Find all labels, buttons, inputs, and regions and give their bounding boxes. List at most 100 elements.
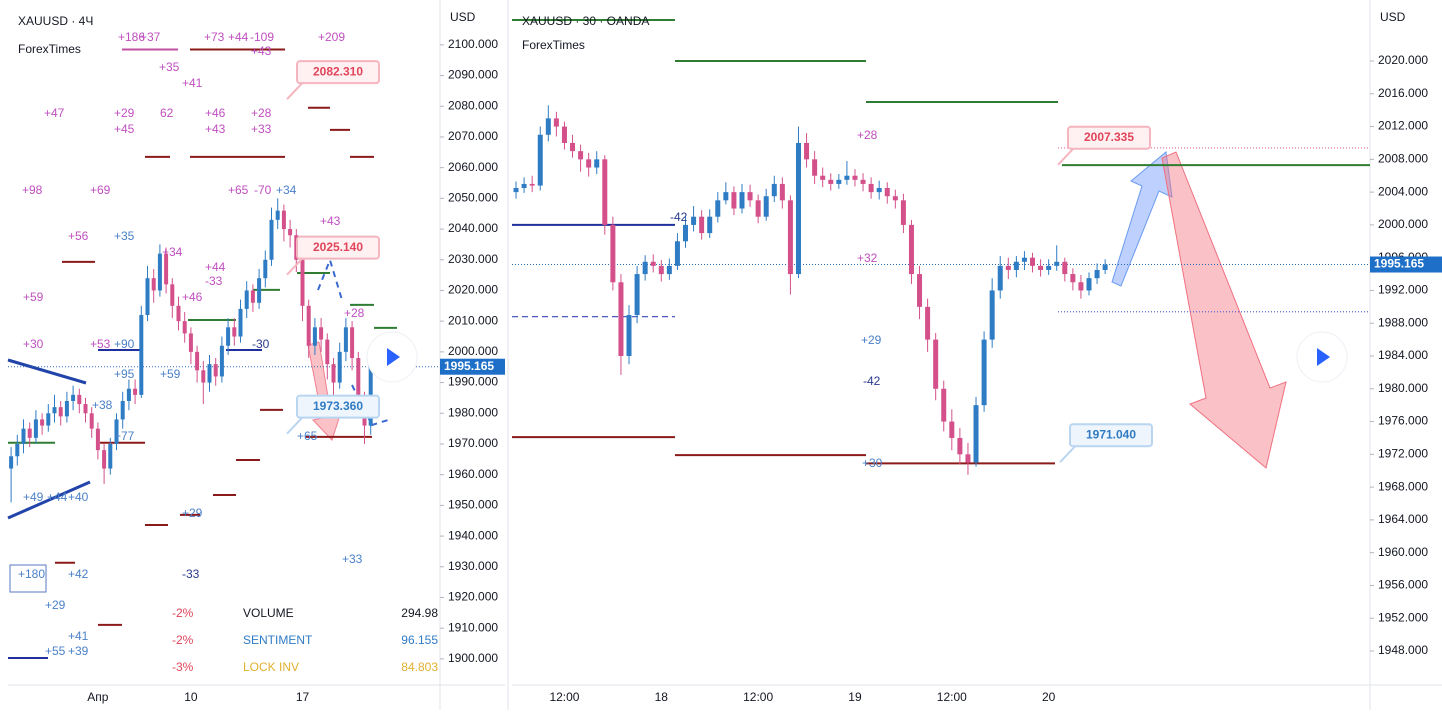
annotation-box [296, 235, 380, 260]
y-tick-label: 1984.000 [1378, 348, 1428, 362]
candle-body [337, 351, 342, 383]
signal-label: +43 [205, 122, 226, 136]
candle-body [683, 224, 689, 242]
candle-body [594, 159, 600, 168]
arrow-down [1161, 151, 1287, 469]
x-tick-label: 12:00 [937, 690, 967, 704]
candle-body [820, 175, 826, 180]
signal-label: +40 [68, 490, 89, 504]
candle-body [908, 224, 914, 275]
candle-body [331, 364, 336, 383]
candle-body [58, 407, 63, 417]
candle-body [658, 265, 664, 275]
candle-body [989, 290, 995, 340]
candle-body [965, 454, 971, 463]
signal-label: +35 [114, 229, 135, 243]
candle-body [139, 315, 144, 395]
signal-label: +39 [68, 644, 89, 658]
signal-label: +180 [18, 567, 45, 581]
signal-label: +43 [251, 44, 272, 58]
play-icon[interactable] [1317, 348, 1330, 366]
signal-label: +30 [23, 337, 44, 351]
annotation-box [296, 60, 380, 85]
signal-label: +53 [90, 337, 111, 351]
signal-label: +28 [857, 128, 878, 142]
candle-body [650, 261, 656, 266]
candle-body [176, 305, 181, 322]
candle-body [852, 175, 858, 180]
y-tick-label: 2050.000 [448, 191, 498, 205]
x-tick-label: 19 [848, 690, 862, 704]
signal-label: +28 [344, 306, 365, 320]
indicator-name: SENTIMENT [243, 633, 313, 647]
signal-label: +44 [228, 30, 249, 44]
candle-body [828, 179, 834, 184]
candle-body [844, 175, 850, 180]
signal-label: -42 [670, 210, 688, 224]
signal-label: +56 [68, 229, 89, 243]
candle-body [21, 428, 26, 444]
signal-label: -42 [863, 374, 881, 388]
candle-body [33, 419, 38, 438]
candle-body [626, 315, 632, 357]
candle-body [114, 419, 119, 444]
candle-body [306, 305, 311, 346]
y-tick-label: 1956.000 [1378, 578, 1428, 592]
signal-label: +90 [114, 337, 135, 351]
marker-box [9, 564, 47, 593]
candle-body [1030, 257, 1036, 266]
x-tick-label: 12:00 [743, 690, 773, 704]
y-tick-label: 2100.000 [448, 37, 498, 51]
signal-label: +46 [205, 106, 226, 120]
candle-body [275, 210, 280, 220]
candle-body [1013, 261, 1019, 270]
signal-label: +59 [23, 290, 44, 304]
candle-body [787, 200, 793, 275]
y-tick-label: 2016.000 [1378, 86, 1428, 100]
candle-body [182, 321, 187, 334]
signal-label: -33 [182, 567, 200, 581]
candle-body [281, 210, 286, 230]
candle-body [145, 278, 150, 316]
candle-body [188, 333, 193, 352]
play-button[interactable] [1296, 331, 1348, 383]
candle-body [108, 443, 113, 469]
indicator-change: -2% [172, 606, 194, 620]
last-price-box [440, 358, 505, 375]
candle-body [876, 188, 882, 193]
candle-body [120, 400, 125, 420]
signal-label: +37 [140, 30, 161, 44]
candle-body [642, 261, 648, 275]
x-tick-label: Апр [87, 690, 109, 704]
candle-body [674, 241, 680, 266]
candle-body [723, 192, 729, 201]
play-button[interactable] [366, 331, 418, 383]
y-tick-label: 1964.000 [1378, 512, 1428, 526]
candle-body [1094, 269, 1100, 279]
y-tick-label: 2012.000 [1378, 119, 1428, 133]
play-icon[interactable] [387, 348, 400, 366]
candle-body [195, 351, 200, 371]
y-tick-label: 1940.000 [448, 528, 498, 542]
candle-body [731, 192, 737, 209]
candle-body [868, 183, 874, 193]
signal-label: +29 [182, 506, 203, 520]
candle-body [860, 179, 866, 184]
signal-label: +29 [861, 333, 882, 347]
y-tick-label: 1900.000 [448, 651, 498, 665]
candle-body [257, 278, 262, 303]
signal-label: +43 [320, 214, 341, 228]
y-tick-label: 1930.000 [448, 559, 498, 573]
candle-body [102, 450, 107, 469]
candle-body [250, 290, 255, 303]
candle-body [779, 183, 785, 201]
x-tick-label: 10 [184, 690, 198, 704]
candle-body [232, 327, 237, 337]
y-tick-label: 2080.000 [448, 98, 498, 112]
candle-body [610, 224, 616, 283]
candle-body [263, 259, 268, 279]
y-tick-label: 1976.000 [1378, 414, 1428, 428]
candle-body [52, 407, 57, 414]
x-tick-label: 20 [1042, 690, 1056, 704]
candle-body [892, 196, 898, 201]
